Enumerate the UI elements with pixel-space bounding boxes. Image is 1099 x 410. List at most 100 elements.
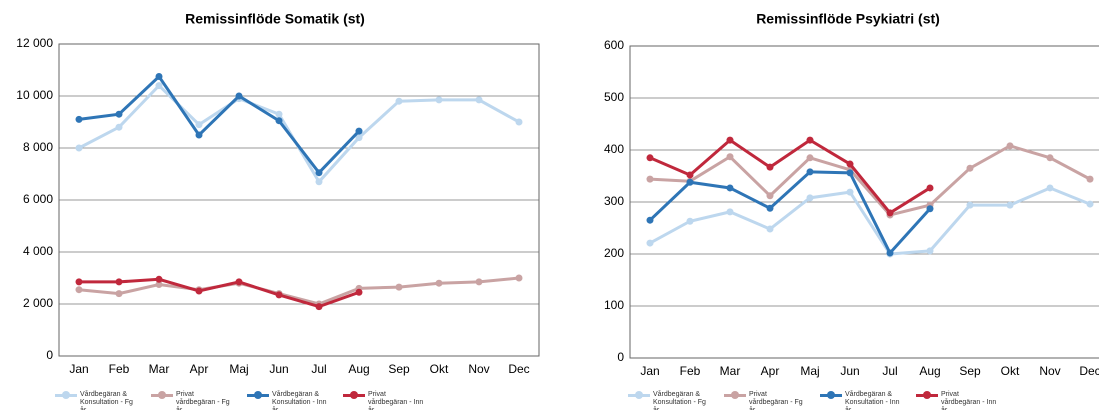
point	[515, 274, 523, 282]
x-tick-label: Nov	[468, 362, 489, 376]
point	[1046, 184, 1054, 192]
point	[1086, 175, 1094, 183]
x-tick-label: Maj	[800, 364, 819, 378]
chart-title: Remissinflöde Psykiatri (st)	[756, 11, 940, 27]
x-tick-label: Feb	[680, 364, 701, 378]
plot-border	[58, 43, 540, 357]
point	[155, 73, 163, 80]
point	[726, 153, 734, 161]
legend-item: Privat vårdbegäran - Inn år	[916, 391, 998, 410]
point	[115, 290, 123, 298]
y-tick-label: 2 000	[23, 296, 53, 310]
legend-item: Vårdbegäran & Konsultation - Inn år	[820, 391, 902, 410]
point	[726, 136, 734, 144]
point	[926, 247, 934, 255]
point	[806, 136, 814, 144]
series-line	[649, 186, 1091, 256]
legend-label: Vårdbegäran & Konsultation - Inn år	[272, 391, 327, 410]
x-tick-label: Aug	[348, 362, 369, 376]
point	[806, 194, 814, 202]
point	[646, 239, 654, 247]
point	[926, 184, 934, 192]
legend-swatch	[151, 391, 173, 399]
point	[966, 201, 974, 209]
legend-swatch	[724, 391, 746, 399]
point	[275, 117, 283, 125]
point	[195, 131, 203, 139]
x-tick-label: Dec	[1079, 364, 1099, 378]
point	[75, 144, 83, 152]
point	[806, 168, 814, 176]
x-tick-label: Mar	[149, 362, 170, 376]
series-line	[78, 74, 361, 175]
point	[315, 178, 323, 186]
point	[766, 225, 774, 233]
x-tick-label: Jul	[311, 362, 326, 376]
point	[355, 288, 363, 296]
series-line	[648, 170, 932, 256]
x-tick-label: Nov	[1039, 364, 1060, 378]
legend-swatch	[916, 391, 938, 399]
point	[355, 134, 363, 142]
chart-title: Remissinflöde Somatik (st)	[185, 11, 365, 27]
legend-item: Privat vårdbegäran - Inn år	[343, 391, 425, 410]
x-tick-label: Okt	[430, 362, 449, 376]
point	[395, 283, 403, 291]
point	[726, 184, 734, 192]
legend: Vårdbegäran & Konsultation - Fg år Privat…	[55, 391, 425, 410]
x-tick-label: Jun	[269, 362, 288, 376]
y-tick-label: 100	[604, 298, 624, 312]
x-tick-label: Sep	[388, 362, 410, 376]
y-tick-label: 8 000	[23, 140, 53, 154]
point	[435, 279, 443, 287]
x-tick-label: Apr	[190, 362, 209, 376]
point	[1086, 200, 1094, 208]
legend-item: Privat vårdbegäran - Fg år	[724, 391, 806, 410]
point	[926, 205, 934, 213]
point	[315, 169, 323, 177]
legend-label: Privat vårdbegäran - Inn år	[941, 391, 997, 410]
x-tick-label: Jul	[882, 364, 897, 378]
point	[846, 169, 854, 177]
point	[115, 123, 123, 131]
point	[155, 281, 163, 288]
point	[646, 154, 654, 162]
y-tick-label: 0	[46, 348, 53, 362]
point	[886, 209, 894, 217]
x-tick-label: Apr	[761, 364, 780, 378]
point	[806, 154, 814, 162]
point	[355, 127, 363, 135]
y-tick-label: 200	[604, 246, 624, 260]
y-tick-label: 300	[604, 194, 624, 208]
point	[766, 192, 774, 200]
x-tick-label: Sep	[959, 364, 981, 378]
point	[275, 110, 283, 118]
x-tick-label: Aug	[919, 364, 940, 378]
point	[115, 110, 123, 118]
series-line	[78, 83, 520, 185]
point	[155, 82, 163, 90]
legend-label: Vårdbegäran & Konsultation - Fg år	[80, 391, 133, 410]
point	[435, 96, 443, 104]
x-tick-label: Okt	[1001, 364, 1020, 378]
legend-label: Privat vårdbegäran - Fg år	[749, 391, 803, 410]
point	[1046, 154, 1054, 162]
point	[235, 92, 243, 100]
x-tick-label: Feb	[109, 362, 130, 376]
point	[235, 278, 243, 286]
point	[686, 171, 694, 179]
point	[275, 291, 283, 299]
point	[766, 204, 774, 212]
legend-item: Vårdbegäran & Konsultation - Inn år	[247, 391, 329, 410]
point	[395, 97, 403, 105]
point	[155, 275, 163, 283]
point	[1006, 142, 1014, 150]
legend-label: Vårdbegäran & Konsultation - Fg år	[653, 391, 706, 410]
y-tick-label: 4 000	[23, 244, 53, 258]
legend-swatch	[628, 391, 650, 399]
point	[115, 278, 123, 286]
point	[966, 164, 974, 172]
y-tick-label: 10 000	[16, 88, 53, 102]
y-tick-label: 500	[604, 90, 624, 104]
point	[726, 208, 734, 216]
